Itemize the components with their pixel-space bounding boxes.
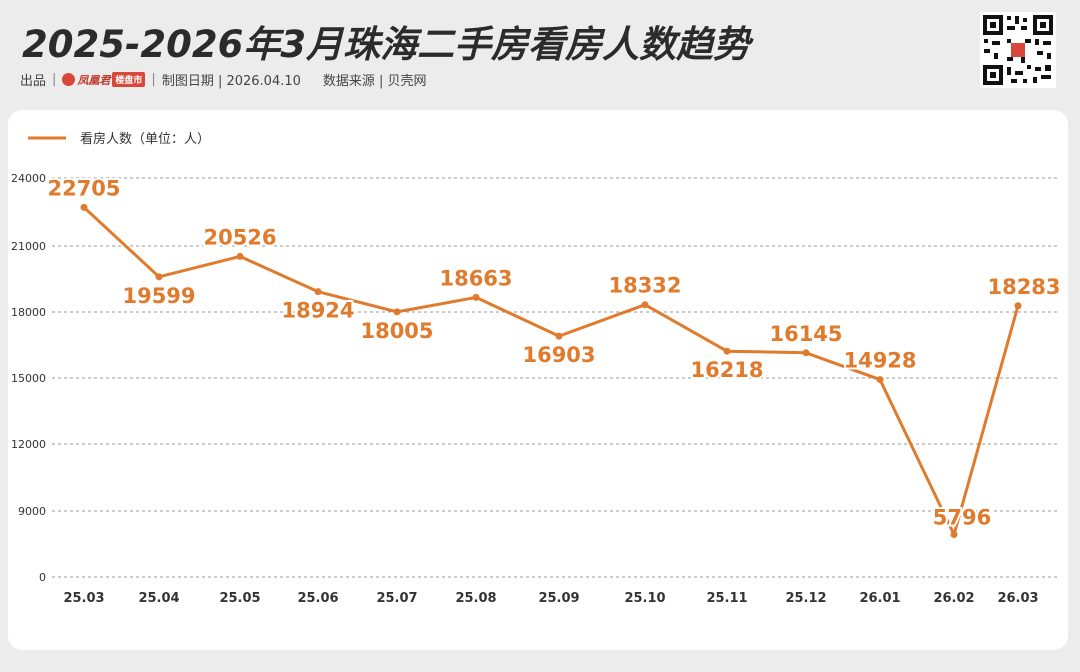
data-label: 18332: [608, 274, 681, 298]
source-prefix: 出品: [20, 74, 47, 89]
data-label: 18924: [281, 299, 354, 323]
data-point: [950, 530, 958, 538]
x-tick-label: 25.07: [376, 591, 417, 606]
page-title: 2025-2026年3月珠海二手房看房人数趋势: [22, 23, 751, 66]
y-tick-label: 24000: [11, 172, 46, 185]
data-label: 18283: [987, 275, 1060, 299]
y-tick-label: 21000: [11, 240, 46, 253]
x-tick-label: 25.08: [455, 591, 496, 606]
logo-text: 凤凰君: [77, 73, 111, 87]
data-point: [802, 349, 810, 357]
x-tick-label: 25.09: [538, 591, 579, 606]
x-tick-label: 26.02: [933, 591, 974, 606]
data-label: 16145: [769, 322, 842, 346]
data-label: 20526: [203, 225, 276, 249]
data-point: [472, 293, 480, 301]
legend-label: 看房人数（单位：人）: [80, 131, 210, 147]
x-tick-label: 25.10: [624, 591, 665, 606]
data-point: [236, 252, 244, 260]
data-point: [641, 301, 649, 309]
separator: |: [151, 72, 156, 87]
x-tick-label: 26.03: [997, 591, 1038, 606]
y-tick-label: 9000: [18, 505, 46, 518]
data-label: 18663: [439, 266, 512, 290]
data-point: [393, 308, 401, 316]
data-label: 19599: [122, 284, 195, 308]
data-label: 16218: [690, 358, 763, 382]
x-tick-label: 26.01: [859, 591, 900, 606]
meta-line: 出品 | 凤凰君 楼盘市 | 制图日期 | 2026.04.10 数据来源 | …: [20, 70, 427, 89]
separator: |: [52, 72, 57, 87]
chart-card: 看房人数（单位：人） 24000 21000 18000 15000 12000 9000 0…: [8, 110, 1068, 650]
data-point: [155, 273, 163, 281]
x-tick-label: 25.06: [297, 591, 338, 606]
bird-icon: [62, 73, 76, 86]
x-tick-label: 25.05: [219, 591, 260, 606]
y-tick-label: 15000: [11, 372, 46, 385]
y-tick-label: 0: [39, 571, 46, 584]
data-label: 16903: [522, 343, 595, 367]
y-tick-label: 18000: [11, 306, 46, 319]
data-point: [314, 288, 322, 296]
brand-logo: 凤凰君 楼盘市: [62, 72, 146, 88]
data-source: 数据来源 | 贝壳网: [322, 74, 427, 89]
chart-date: 制图日期 | 2026.04.10: [161, 74, 301, 89]
qr-code-icon: [980, 12, 1056, 88]
data-label: 18005: [360, 319, 433, 343]
data-point: [1014, 302, 1022, 310]
data-point: [555, 332, 563, 340]
y-tick-label: 12000: [11, 438, 46, 451]
x-tick-label: 25.12: [785, 591, 826, 606]
x-tick-label: 25.11: [706, 591, 747, 606]
data-point: [80, 203, 88, 211]
data-label: 22705: [47, 176, 120, 200]
data-point: [876, 376, 884, 384]
x-tick-label: 25.04: [138, 591, 179, 606]
data-label: 5796: [933, 505, 991, 529]
data-point: [723, 347, 731, 355]
logo-tag: 楼盘市: [112, 72, 146, 87]
x-tick-label: 25.03: [63, 591, 104, 606]
line-chart: 看房人数（单位：人） 24000 21000 18000 15000 12000 9000 0…: [11, 131, 1063, 606]
data-label: 14928: [843, 349, 916, 373]
